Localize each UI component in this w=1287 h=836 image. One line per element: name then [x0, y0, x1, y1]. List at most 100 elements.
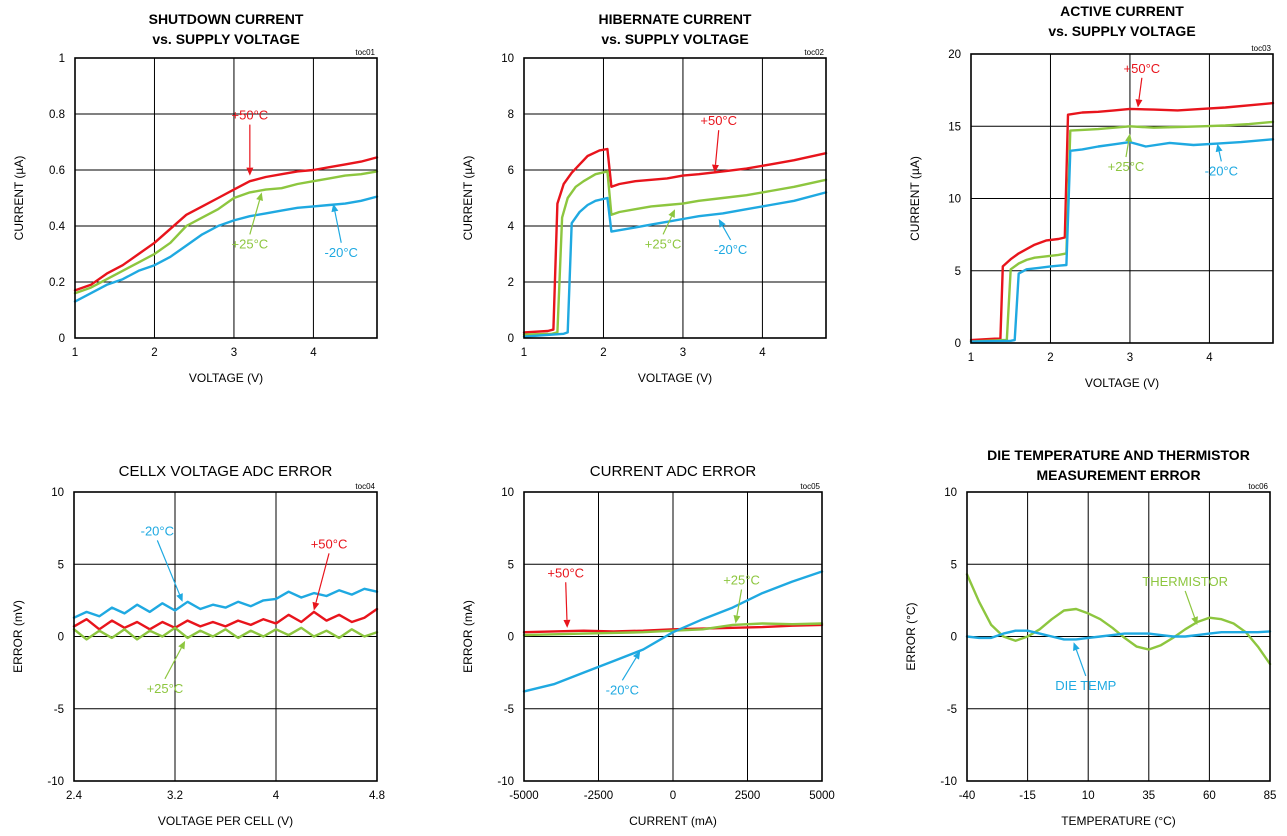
y-axis-label: ERROR (°C): [904, 602, 918, 670]
y-tick-label: 0.4: [49, 221, 66, 233]
y-tick-label: 0.2: [49, 277, 65, 289]
chart-panel-2: HIBERNATE CURRENT vs. SUPPLY VOLTAGE toc02…: [461, 11, 828, 385]
chart-title-line: vs. SUPPLY VOLTAGE: [152, 31, 299, 47]
plot-frame: [966, 491, 1271, 782]
x-tick-label: 85: [1264, 790, 1277, 802]
series-line-20c: [522, 570, 824, 693]
chart-panel-3: ACTIVE CURRENT vs. SUPPLY VOLTAGE toc03 1 2 3…: [908, 3, 1275, 390]
x-tick-label: -2500: [584, 790, 613, 802]
x-tick-label: 5000: [809, 790, 835, 802]
series-line-plus-25c: [73, 170, 379, 295]
annotation-arrow-line: [249, 199, 261, 235]
series-label-20c: -20°C: [714, 242, 747, 257]
y-axis-label: CURRENT (µA): [461, 156, 475, 241]
y-tick-label: 0.8: [49, 109, 65, 121]
x-tick-label: 2: [1047, 352, 1053, 364]
series-line-die-temp: [965, 629, 1272, 641]
x-tick-label: 2500: [735, 790, 761, 802]
annotation-arrow-line: [621, 657, 637, 681]
annotation-arrowhead: [256, 192, 263, 202]
annotation-arrowhead: [246, 167, 254, 176]
series-label-thermistor: THERMISTOR: [1142, 574, 1228, 589]
chart-panel-1: SHUTDOWN CURRENT vs. SUPPLY VOLTAGE toc01 1…: [12, 11, 379, 385]
x-tick-label: 4.8: [369, 790, 385, 802]
series-label-20c: -20°C: [325, 245, 358, 260]
series-label-plus-25c: +25°C: [1108, 159, 1145, 174]
x-tick-label: 3: [1127, 352, 1133, 364]
chart-title-line: ACTIVE CURRENT: [1060, 3, 1184, 19]
x-tick-label: 10: [1082, 790, 1095, 802]
x-tick-label: 1: [968, 352, 974, 364]
chart-title-line: MEASUREMENT ERROR: [1036, 467, 1200, 483]
x-tick-label: -15: [1019, 790, 1036, 802]
annotation-arrow-line: [156, 540, 181, 595]
chart-title-line: HIBERNATE CURRENT: [599, 11, 752, 27]
y-tick-label: 10: [501, 487, 514, 499]
annotation-arrow-line: [315, 553, 330, 603]
annotation-arrow-line: [662, 216, 673, 235]
figure-tag: toc05: [800, 482, 820, 491]
y-tick-label: 0: [58, 632, 64, 644]
y-tick-label: 10: [51, 487, 64, 499]
plot-frame: [74, 57, 378, 339]
annotation-arrowhead: [1215, 143, 1223, 153]
x-tick-label: -5000: [509, 790, 538, 802]
x-tick-label: -40: [959, 790, 976, 802]
series-line-20c: [73, 195, 379, 303]
chart-title-line: vs. SUPPLY VOLTAGE: [601, 31, 748, 47]
chart-panel-6: DIE TEMPERATURE AND THERMISTOR MEASUREMEN…: [904, 447, 1276, 828]
annotation-arrow-line: [1138, 77, 1143, 100]
chart-panel-5: CURRENT ADC ERROR toc05 -5000 -2500 0 2500 500…: [461, 463, 835, 828]
y-axis-label: ERROR (mA): [461, 600, 475, 673]
series-line-plus-50c: [522, 623, 824, 634]
annotation-arrowhead: [1191, 616, 1198, 625]
y-tick-label: 10: [944, 487, 957, 499]
y-axis-label: ERROR (mV): [11, 600, 25, 673]
annotation-arrow-line: [1125, 141, 1130, 158]
y-tick-label: 0: [59, 333, 65, 345]
annotation-arrowhead: [312, 601, 320, 611]
x-tick-label: 2.4: [66, 790, 83, 802]
annotation-arrow-line: [1184, 590, 1196, 618]
figure-tag: toc04: [355, 482, 375, 491]
x-tick-label: 60: [1203, 790, 1216, 802]
annotation-arrow-line: [714, 130, 720, 165]
chart-title-line: DIE TEMPERATURE AND THERMISTOR: [987, 447, 1250, 463]
annotation-arrowhead: [563, 619, 571, 628]
x-tick-label: 3: [680, 347, 686, 359]
figure-tag: toc03: [1251, 44, 1271, 53]
annotation-arrow-line: [722, 225, 732, 241]
series-label-plus-50c: +50°C: [1124, 61, 1161, 76]
annotation-arrowhead: [1135, 99, 1143, 108]
annotation-arrowhead: [1125, 133, 1133, 142]
series-label-plus-50c: +50°C: [232, 108, 269, 123]
annotation-arrowhead: [711, 164, 719, 173]
x-tick-label: 4: [310, 347, 317, 359]
y-tick-label: 0.6: [49, 165, 65, 177]
annotation-arrow-line: [1218, 151, 1222, 162]
chart-title-line: SHUTDOWN CURRENT: [149, 11, 304, 27]
x-axis-label: VOLTAGE PER CELL (V): [158, 814, 293, 828]
y-tick-label: -5: [947, 704, 957, 716]
y-tick-label: 20: [948, 49, 961, 61]
series-line-20c: [522, 191, 828, 338]
y-tick-label: 2: [508, 277, 514, 289]
x-tick-label: 35: [1142, 790, 1155, 802]
series-line-20c: [969, 138, 1275, 343]
figure-tag: toc01: [355, 48, 375, 57]
x-axis-label: CURRENT (mA): [629, 814, 717, 828]
series-label-plus-25c: +25°C: [232, 236, 269, 251]
series-label-plus-50c: +50°C: [311, 536, 348, 551]
annotation-arrowhead: [668, 209, 675, 218]
series-line-20c: [72, 587, 379, 619]
series-line-plus-50c: [73, 156, 379, 292]
annotation-arrow-line: [1075, 649, 1087, 677]
y-tick-label: 10: [501, 53, 514, 65]
y-tick-label: 0: [508, 333, 514, 345]
series-label-die-temp: DIE TEMP: [1055, 678, 1116, 693]
annotation-arrowhead: [176, 593, 183, 602]
y-tick-label: 10: [948, 194, 961, 206]
plot-frame: [73, 491, 378, 782]
series-line-plus-50c: [522, 147, 828, 334]
series-line-plus-50c: [72, 607, 379, 631]
